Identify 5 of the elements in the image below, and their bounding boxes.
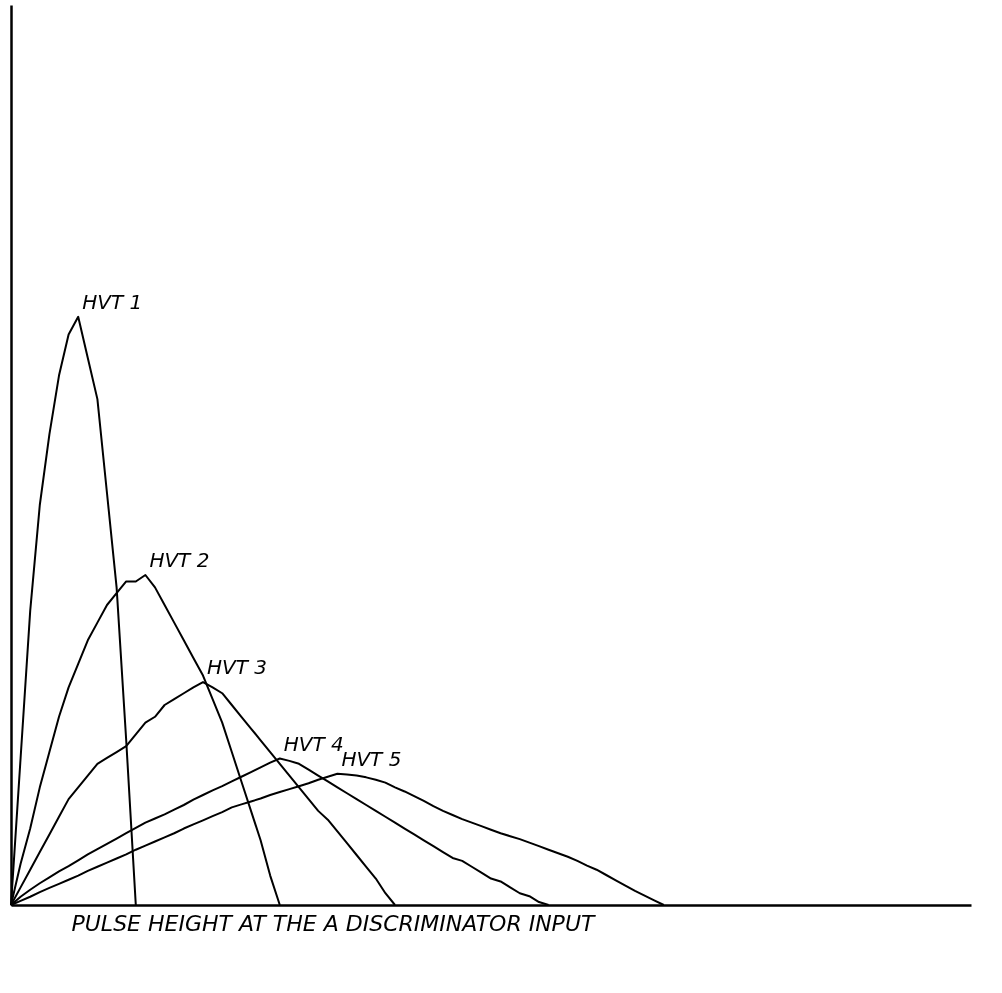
series-label: HVT 4 (283, 731, 344, 756)
series-label: HVT 2 (149, 548, 210, 572)
x-axis-title: PULSE HEIGHT AT THE A DISCRIMINATOR INPUT (71, 910, 596, 936)
series-label: HVT 1 (82, 289, 143, 314)
series-label: HVT 3 (207, 655, 268, 680)
